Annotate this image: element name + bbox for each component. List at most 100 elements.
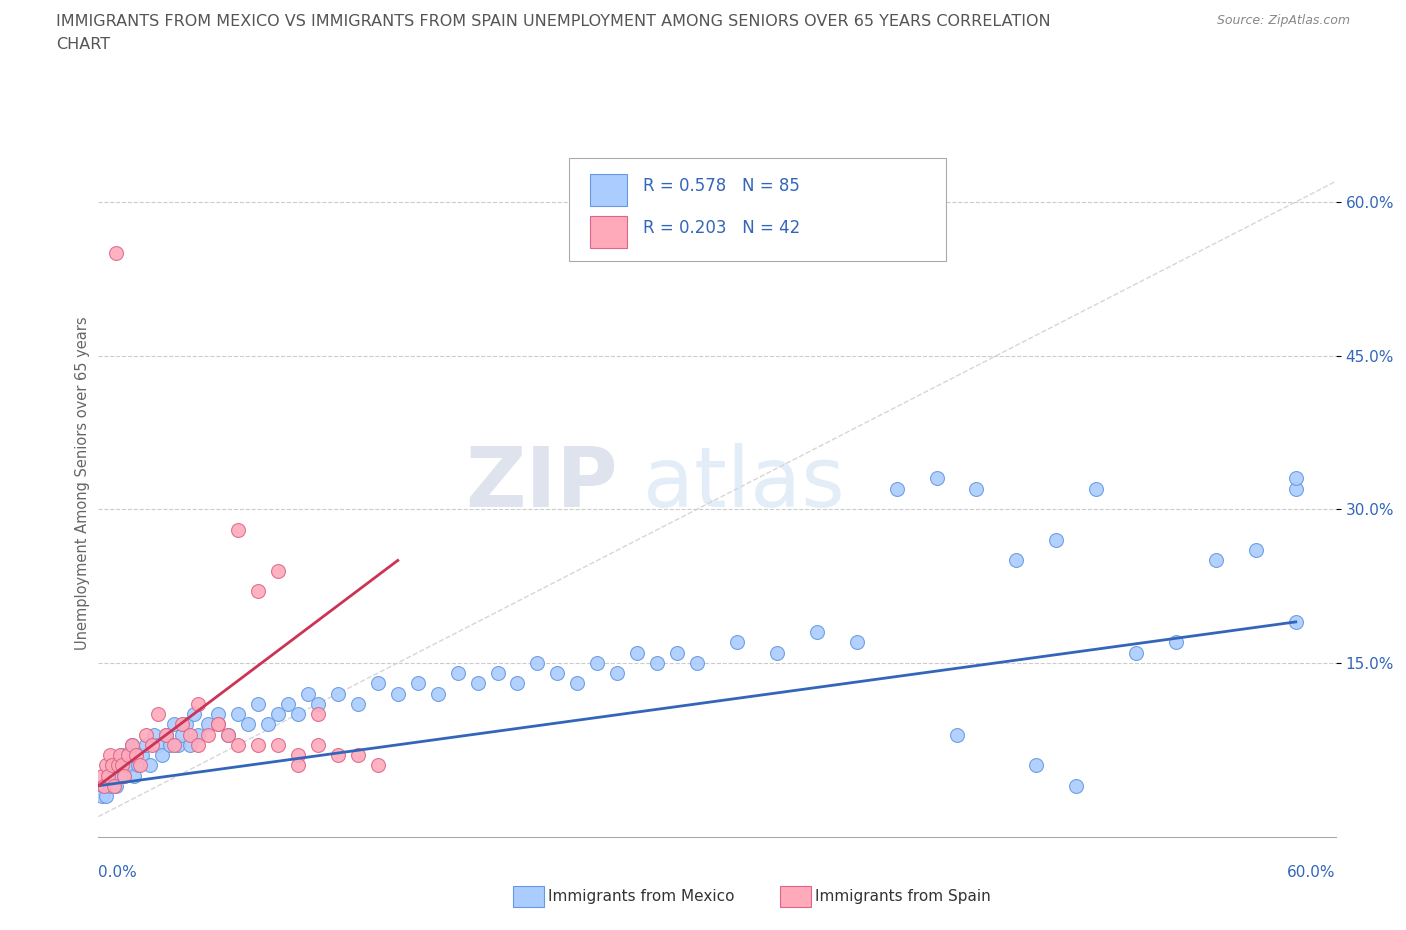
Point bbox=[103, 778, 125, 793]
Point bbox=[217, 727, 239, 742]
Point bbox=[247, 584, 270, 599]
Point bbox=[155, 727, 177, 742]
Point bbox=[101, 758, 124, 773]
Point bbox=[326, 686, 349, 701]
Point bbox=[806, 625, 828, 640]
Point bbox=[174, 717, 197, 732]
Point bbox=[172, 727, 194, 742]
Point bbox=[207, 717, 229, 732]
Point bbox=[121, 737, 143, 752]
Point bbox=[120, 758, 142, 773]
Point bbox=[1064, 778, 1087, 793]
Point bbox=[117, 748, 139, 763]
Point bbox=[187, 697, 209, 711]
Point bbox=[135, 737, 157, 752]
Point bbox=[945, 727, 967, 742]
Point bbox=[148, 707, 170, 722]
Point bbox=[163, 717, 186, 732]
Point bbox=[267, 564, 290, 578]
Point bbox=[207, 707, 229, 722]
Point bbox=[367, 758, 389, 773]
Point bbox=[111, 758, 134, 773]
Text: ZIP: ZIP bbox=[465, 443, 619, 525]
Point bbox=[277, 697, 299, 711]
Point bbox=[886, 482, 908, 497]
Point bbox=[187, 727, 209, 742]
Point bbox=[226, 737, 249, 752]
Point bbox=[110, 748, 132, 763]
Point bbox=[1285, 482, 1308, 497]
Point bbox=[197, 727, 219, 742]
Point bbox=[100, 748, 122, 763]
Point bbox=[183, 707, 205, 722]
Point bbox=[666, 645, 689, 660]
Point bbox=[148, 737, 170, 752]
Point bbox=[626, 645, 648, 660]
Text: Immigrants from Mexico: Immigrants from Mexico bbox=[548, 889, 735, 904]
Point bbox=[236, 717, 259, 732]
Point bbox=[179, 737, 201, 752]
Point bbox=[287, 758, 309, 773]
Point bbox=[347, 748, 370, 763]
Point bbox=[247, 697, 270, 711]
Point bbox=[1205, 553, 1227, 568]
Point bbox=[287, 707, 309, 722]
Point bbox=[112, 768, 135, 783]
Point bbox=[155, 727, 177, 742]
Point bbox=[97, 768, 120, 783]
Point bbox=[187, 737, 209, 752]
Text: CHART: CHART bbox=[56, 37, 110, 52]
Point bbox=[686, 656, 709, 671]
Point bbox=[1025, 758, 1047, 773]
Point bbox=[1125, 645, 1147, 660]
Point bbox=[1085, 482, 1108, 497]
Point bbox=[387, 686, 409, 701]
Point bbox=[131, 748, 153, 763]
Point bbox=[96, 789, 118, 804]
Point bbox=[143, 727, 166, 742]
Point bbox=[167, 737, 190, 752]
Point bbox=[110, 768, 132, 783]
Point bbox=[226, 707, 249, 722]
Point bbox=[467, 676, 489, 691]
Point bbox=[125, 748, 148, 763]
Point bbox=[367, 676, 389, 691]
Point bbox=[1045, 533, 1067, 548]
Point bbox=[347, 697, 370, 711]
Point bbox=[111, 748, 134, 763]
Point bbox=[207, 717, 229, 732]
Point bbox=[141, 737, 163, 752]
Point bbox=[1005, 553, 1028, 568]
Point bbox=[326, 748, 349, 763]
Text: R = 0.203   N = 42: R = 0.203 N = 42 bbox=[643, 219, 800, 237]
Point bbox=[606, 666, 628, 681]
Point bbox=[101, 758, 124, 773]
Bar bbox=[589, 217, 627, 248]
Text: Source: ZipAtlas.com: Source: ZipAtlas.com bbox=[1216, 14, 1350, 27]
Point bbox=[247, 737, 270, 752]
Point bbox=[406, 676, 429, 691]
Point bbox=[645, 656, 668, 671]
Point bbox=[766, 645, 789, 660]
Point bbox=[197, 717, 219, 732]
Point bbox=[1164, 635, 1187, 650]
Point bbox=[526, 656, 548, 671]
Point bbox=[925, 471, 948, 485]
Point bbox=[845, 635, 868, 650]
Text: IMMIGRANTS FROM MEXICO VS IMMIGRANTS FROM SPAIN UNEMPLOYMENT AMONG SENIORS OVER : IMMIGRANTS FROM MEXICO VS IMMIGRANTS FRO… bbox=[56, 14, 1050, 29]
Point bbox=[139, 758, 162, 773]
Point bbox=[1285, 615, 1308, 630]
Point bbox=[287, 748, 309, 763]
Point bbox=[150, 748, 173, 763]
Point bbox=[124, 768, 146, 783]
Point bbox=[725, 635, 748, 650]
Point bbox=[100, 778, 122, 793]
Point bbox=[91, 789, 114, 804]
Text: 60.0%: 60.0% bbox=[1288, 865, 1336, 880]
Point bbox=[96, 758, 118, 773]
Point bbox=[1285, 471, 1308, 485]
Point bbox=[129, 758, 152, 773]
Point bbox=[546, 666, 568, 681]
Point bbox=[163, 737, 186, 752]
Point bbox=[121, 737, 143, 752]
